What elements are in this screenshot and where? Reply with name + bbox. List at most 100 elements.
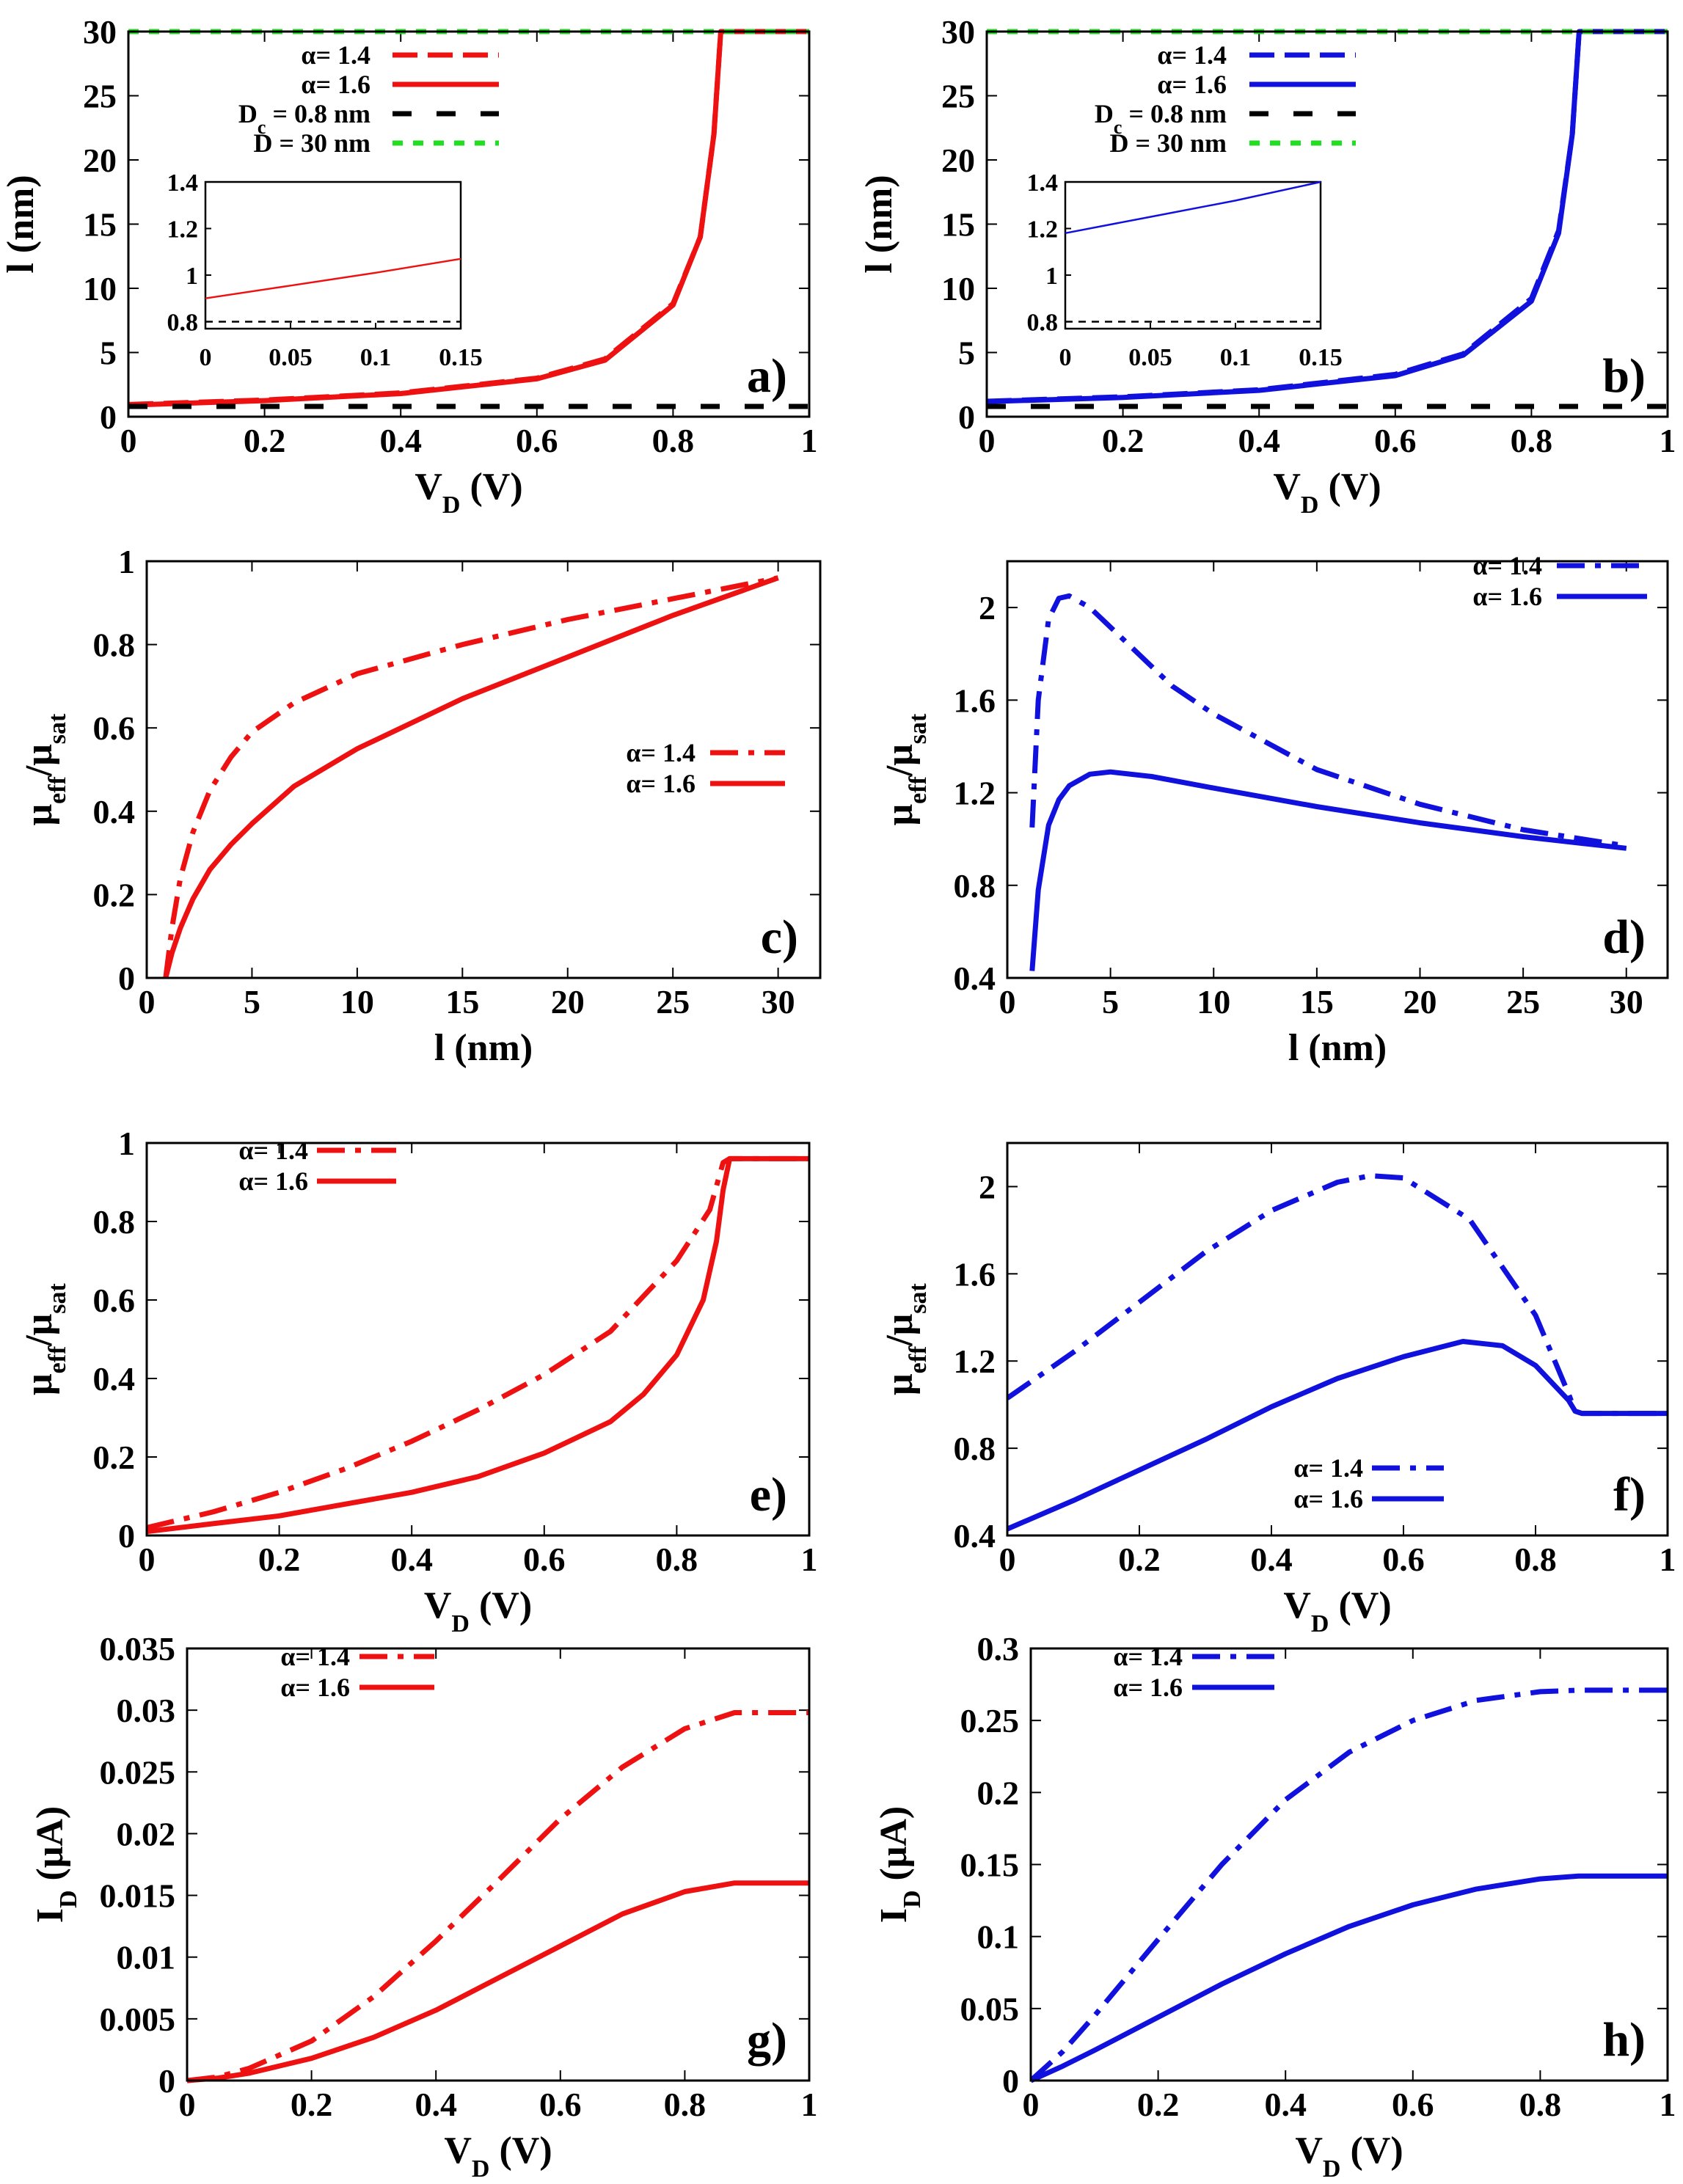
- legend-label: α= 1.4: [626, 738, 696, 767]
- legend-label-suffix: = 0.8 nm: [1122, 99, 1227, 128]
- series-line-1: [187, 1880, 809, 2083]
- panel-e: 0 0.2 0.4 0.6 0.8 1 0 0.2 0.4 0.6 0.8 1 α= 1.4α= 1.6…: [18, 1125, 818, 1637]
- x-tick-label: 0: [1023, 2086, 1040, 2123]
- legend-label-main: α= 1.6: [301, 70, 370, 99]
- legend-label-main: α= 1.6: [238, 1166, 308, 1196]
- plot-frame: [145, 560, 822, 979]
- y-tick-label: 0.8: [93, 1203, 136, 1241]
- x-tick-label: 0.2: [244, 422, 286, 459]
- legend-label: α= 1.4: [1113, 1642, 1183, 1671]
- x-tick-label: 1: [1660, 422, 1676, 459]
- panel-label: h): [1602, 2013, 1646, 2067]
- legend-label: α= 1.6: [1157, 70, 1227, 99]
- x-tick-label: 5: [244, 983, 260, 1020]
- y-tick-label: 0: [118, 1517, 135, 1555]
- series-line-0: [163, 575, 779, 979]
- legend-label-main: D = 30 nm: [253, 128, 370, 158]
- legend-label-main: α= 1.4: [626, 738, 696, 767]
- legend-label-main: D: [1095, 99, 1114, 128]
- x-tick-label: 0.6: [516, 422, 558, 459]
- x-tick-label: 20: [551, 983, 585, 1020]
- panel-c: 0 5 10 15 20 25 30 0 0.2 0.4 0.6 0.8 1 α= 1.4α= 1.6 c)…: [18, 543, 822, 1069]
- panel-label: b): [1602, 349, 1646, 403]
- x-tick-label: 0.8: [1511, 422, 1553, 459]
- x-axis-label-main: V: [1273, 466, 1301, 508]
- series-line-0: [1029, 593, 1627, 849]
- x-tick-label: 0: [999, 983, 1016, 1020]
- legend-label-main: α= 1.6: [1157, 70, 1227, 99]
- x-tick-label: 0.8: [1519, 2086, 1562, 2123]
- inset-series-0: [205, 258, 461, 299]
- y-tick-label: 5: [100, 335, 117, 372]
- y-axis-label-sub2: sat: [905, 713, 932, 744]
- legend-label: α= 1.6: [280, 1673, 350, 1702]
- x-axis-label: VD (V): [1295, 2130, 1403, 2183]
- plot-frame: [145, 1142, 811, 1537]
- y-tick-label: 0.6: [93, 709, 136, 747]
- y-tick-label: 0.1: [977, 1918, 1020, 1956]
- y-tick-label: 1: [118, 543, 135, 580]
- y-axis-label: l (nm): [0, 175, 42, 273]
- panel-f: 0 0.2 0.4 0.6 0.8 1 0.4 0.8 1.2 1.6 2 α= 1.4α= 1.6 f…: [879, 1142, 1676, 1637]
- y-axis-label: l (nm): [858, 175, 900, 273]
- y-tick-label: 0: [158, 2062, 175, 2100]
- inset-y-tick-label: 1.2: [167, 216, 199, 243]
- x-tick-label: 10: [1197, 983, 1230, 1020]
- x-tick-label: 0.8: [664, 2086, 707, 2123]
- inset-x-tick-label: 0.1: [360, 344, 392, 371]
- inset-y-tick-label: 0.8: [1027, 309, 1059, 336]
- x-tick-label: 0.2: [1137, 2086, 1180, 2123]
- legend-label-main: D: [238, 99, 258, 128]
- x-tick-label: 0.6: [539, 2086, 582, 2123]
- legend-label-main: α= 1.4: [280, 1642, 350, 1671]
- legend-label-main: α= 1.6: [626, 769, 696, 798]
- inset-frame: [204, 180, 462, 330]
- x-axis-label-main: l (nm): [1288, 1027, 1387, 1069]
- y-tick-label: 0.2: [93, 876, 136, 913]
- x-tick-label: 0.6: [1392, 2086, 1434, 2123]
- plot-frame: [127, 30, 811, 418]
- panel-h: 0 0.2 0.4 0.6 0.8 1 0 0.05 0.1 0.15 0.2 0.25 0.3 α= 1…: [873, 1630, 1676, 2183]
- y-axis-label-main: μ: [18, 1373, 60, 1395]
- y-axis-label-sub: eff: [44, 1345, 71, 1373]
- legend-label: α= 1.6: [1293, 1484, 1363, 1513]
- x-tick-label: 0.6: [523, 1541, 566, 1578]
- inset-y-tick-label: 1.2: [1027, 216, 1059, 243]
- legend-label: Dc = 0.8 nm: [1095, 99, 1227, 138]
- x-tick-label: 0.4: [379, 422, 422, 459]
- y-axis-label-sub: eff: [905, 775, 932, 803]
- x-tick-label: 0.4: [1264, 2086, 1307, 2123]
- inset-x-tick-label: 0.05: [269, 344, 313, 371]
- series-line-0: [1031, 1687, 1668, 2083]
- x-tick-label: 1: [801, 422, 818, 459]
- y-tick-label: 0: [118, 960, 135, 997]
- x-tick-label: 0.8: [656, 1541, 698, 1578]
- y-axis-label-sub2: sat: [44, 1282, 71, 1313]
- y-axis-label: ID (μA): [29, 1806, 82, 1923]
- panel-label: e): [750, 1468, 787, 1522]
- y-tick-label: 0.15: [960, 1847, 1020, 1884]
- x-tick-label: 10: [340, 983, 374, 1020]
- x-tick-label: 0.4: [1250, 1541, 1293, 1578]
- x-axis-label-suffix: (V): [1340, 2130, 1403, 2172]
- y-axis-label-sub: D: [55, 1890, 82, 1908]
- legend-label: α= 1.4: [238, 1136, 308, 1165]
- panel-g: 0 0.2 0.4 0.6 0.8 1 0 0.005 0.01 0.015 0.02 0.025 0.…: [29, 1630, 818, 2183]
- inset-x-tick-label: 0.1: [1220, 344, 1252, 371]
- x-tick-label: 1: [1660, 1541, 1676, 1578]
- inset-y-tick-label: 1: [1045, 263, 1058, 290]
- inset-x-tick-label: 0: [1059, 344, 1072, 371]
- y-tick-label: 1: [118, 1125, 135, 1162]
- plot-frame: [1029, 1647, 1669, 2082]
- x-axis-label-sub: D: [1301, 492, 1319, 519]
- x-axis-label-suffix: (V): [489, 2130, 552, 2172]
- y-tick-label: 0.8: [954, 1430, 996, 1467]
- x-axis-label-main: V: [1283, 1585, 1311, 1626]
- y-axis-label-main: I: [873, 1908, 915, 1923]
- y-tick-label: 0.8: [93, 627, 136, 664]
- y-tick-label: 0: [958, 398, 975, 436]
- y-tick-label: 0.03: [117, 1692, 176, 1729]
- x-tick-label: 0.2: [258, 1541, 301, 1578]
